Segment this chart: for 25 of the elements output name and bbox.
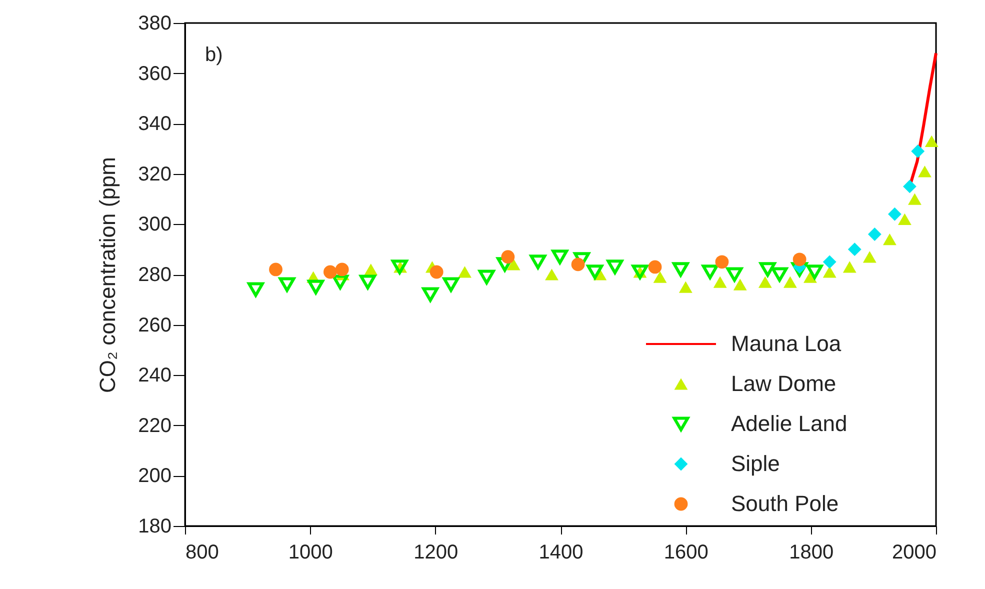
legend-label: Mauna Loa [731,331,842,356]
x-tick-label: 1400 [538,542,584,564]
x-tick-label: 1000 [288,542,333,564]
y-tick-label: 300 [138,214,172,236]
x-tick-label: 800 [186,542,219,564]
y-tick-label: 260 [138,314,172,336]
x-tick-label: 1600 [664,542,708,564]
y-tick-label: 220 [138,414,172,437]
legend-label: Law Dome [731,371,836,396]
legend-label: Siple [731,451,780,476]
y-tick-label: 380 [138,12,172,34]
annotation: b) [205,44,223,66]
y-tick-label: 340 [138,113,172,136]
y-tick-label: 280 [138,264,172,286]
y-axis-title: CO₂ concentration (ppm [95,157,120,393]
x-tick-label: 1200 [414,542,458,564]
legend-label: Adelie Land [731,411,848,436]
y-tick-label: 360 [138,62,172,85]
y-tick-label: 180 [138,516,172,538]
legend-label: South Pole [731,491,839,516]
y-tick-label: 240 [138,364,172,387]
x-tick-label: 2000 [892,542,936,564]
y-tick-label: 320 [138,163,172,186]
x-tick-label: 1800 [789,542,834,564]
y-tick-label: 200 [138,465,172,488]
